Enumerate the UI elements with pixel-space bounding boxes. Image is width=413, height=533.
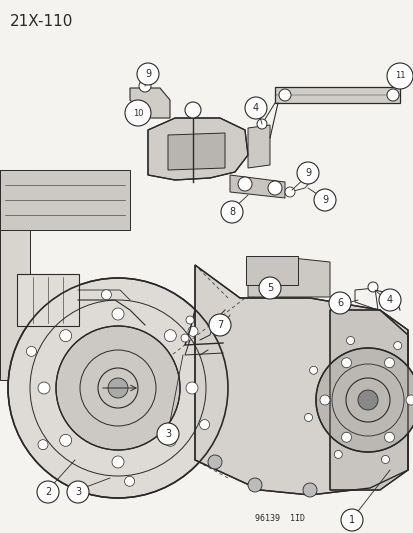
Circle shape — [278, 89, 290, 101]
Circle shape — [38, 382, 50, 394]
Text: 4: 4 — [386, 295, 392, 305]
Text: 2: 2 — [45, 487, 51, 497]
Circle shape — [340, 509, 362, 531]
Circle shape — [386, 63, 412, 89]
Polygon shape — [168, 133, 224, 170]
Circle shape — [112, 456, 124, 468]
Circle shape — [157, 423, 178, 445]
Circle shape — [378, 289, 400, 311]
Circle shape — [259, 277, 280, 299]
Circle shape — [185, 102, 201, 118]
Circle shape — [380, 456, 389, 464]
Circle shape — [296, 162, 318, 184]
Circle shape — [101, 290, 111, 300]
Circle shape — [125, 100, 151, 126]
Text: 4: 4 — [252, 103, 259, 113]
Circle shape — [304, 414, 312, 422]
Circle shape — [302, 483, 316, 497]
Circle shape — [256, 119, 266, 129]
Circle shape — [357, 390, 377, 410]
Circle shape — [221, 201, 242, 223]
Circle shape — [67, 481, 89, 503]
Circle shape — [384, 358, 394, 368]
Text: 21X-110: 21X-110 — [10, 14, 73, 29]
Circle shape — [59, 434, 71, 446]
Polygon shape — [274, 87, 399, 103]
Text: 9: 9 — [321, 195, 327, 205]
Circle shape — [333, 450, 342, 458]
Text: 5: 5 — [266, 283, 273, 293]
Polygon shape — [130, 88, 170, 118]
Circle shape — [405, 395, 413, 405]
Text: 96139  1ID: 96139 1ID — [254, 514, 304, 523]
Circle shape — [346, 336, 354, 344]
Circle shape — [328, 292, 350, 314]
Circle shape — [267, 181, 281, 195]
Circle shape — [247, 478, 261, 492]
Circle shape — [139, 80, 151, 92]
Polygon shape — [329, 310, 407, 490]
Circle shape — [207, 455, 221, 469]
Circle shape — [37, 481, 59, 503]
Circle shape — [164, 330, 176, 342]
Circle shape — [284, 187, 294, 197]
Circle shape — [56, 326, 180, 450]
Circle shape — [237, 177, 252, 191]
Text: 10: 10 — [133, 109, 143, 117]
Circle shape — [313, 189, 335, 211]
Circle shape — [386, 89, 398, 101]
Circle shape — [309, 366, 317, 374]
Circle shape — [319, 395, 329, 405]
FancyBboxPatch shape — [17, 274, 79, 326]
Circle shape — [108, 378, 128, 398]
Text: 8: 8 — [228, 207, 235, 217]
Text: 3: 3 — [75, 487, 81, 497]
Text: 11: 11 — [394, 71, 404, 80]
Circle shape — [199, 419, 209, 430]
Circle shape — [315, 348, 413, 452]
Circle shape — [180, 334, 189, 342]
Circle shape — [244, 97, 266, 119]
Polygon shape — [247, 258, 329, 297]
Circle shape — [185, 316, 194, 324]
Circle shape — [112, 308, 124, 320]
Circle shape — [59, 330, 71, 342]
Polygon shape — [195, 265, 407, 495]
Text: 6: 6 — [336, 298, 342, 308]
Circle shape — [26, 346, 36, 357]
Circle shape — [8, 278, 228, 498]
Text: 9: 9 — [145, 69, 151, 79]
Polygon shape — [0, 170, 130, 230]
Text: 9: 9 — [304, 168, 310, 178]
Circle shape — [137, 63, 159, 85]
Text: 3: 3 — [164, 429, 171, 439]
Circle shape — [341, 358, 351, 368]
Circle shape — [393, 342, 401, 350]
Circle shape — [367, 282, 377, 292]
Text: 7: 7 — [216, 320, 223, 330]
Polygon shape — [247, 125, 269, 168]
Circle shape — [188, 326, 197, 336]
Circle shape — [384, 432, 394, 442]
Polygon shape — [0, 170, 60, 380]
FancyBboxPatch shape — [245, 256, 297, 285]
Circle shape — [185, 382, 197, 394]
Polygon shape — [147, 118, 247, 180]
Circle shape — [341, 432, 351, 442]
Circle shape — [38, 440, 48, 450]
Circle shape — [124, 477, 134, 486]
Text: 1: 1 — [348, 515, 354, 525]
Circle shape — [164, 434, 176, 446]
Polygon shape — [230, 175, 284, 198]
Circle shape — [209, 314, 230, 336]
